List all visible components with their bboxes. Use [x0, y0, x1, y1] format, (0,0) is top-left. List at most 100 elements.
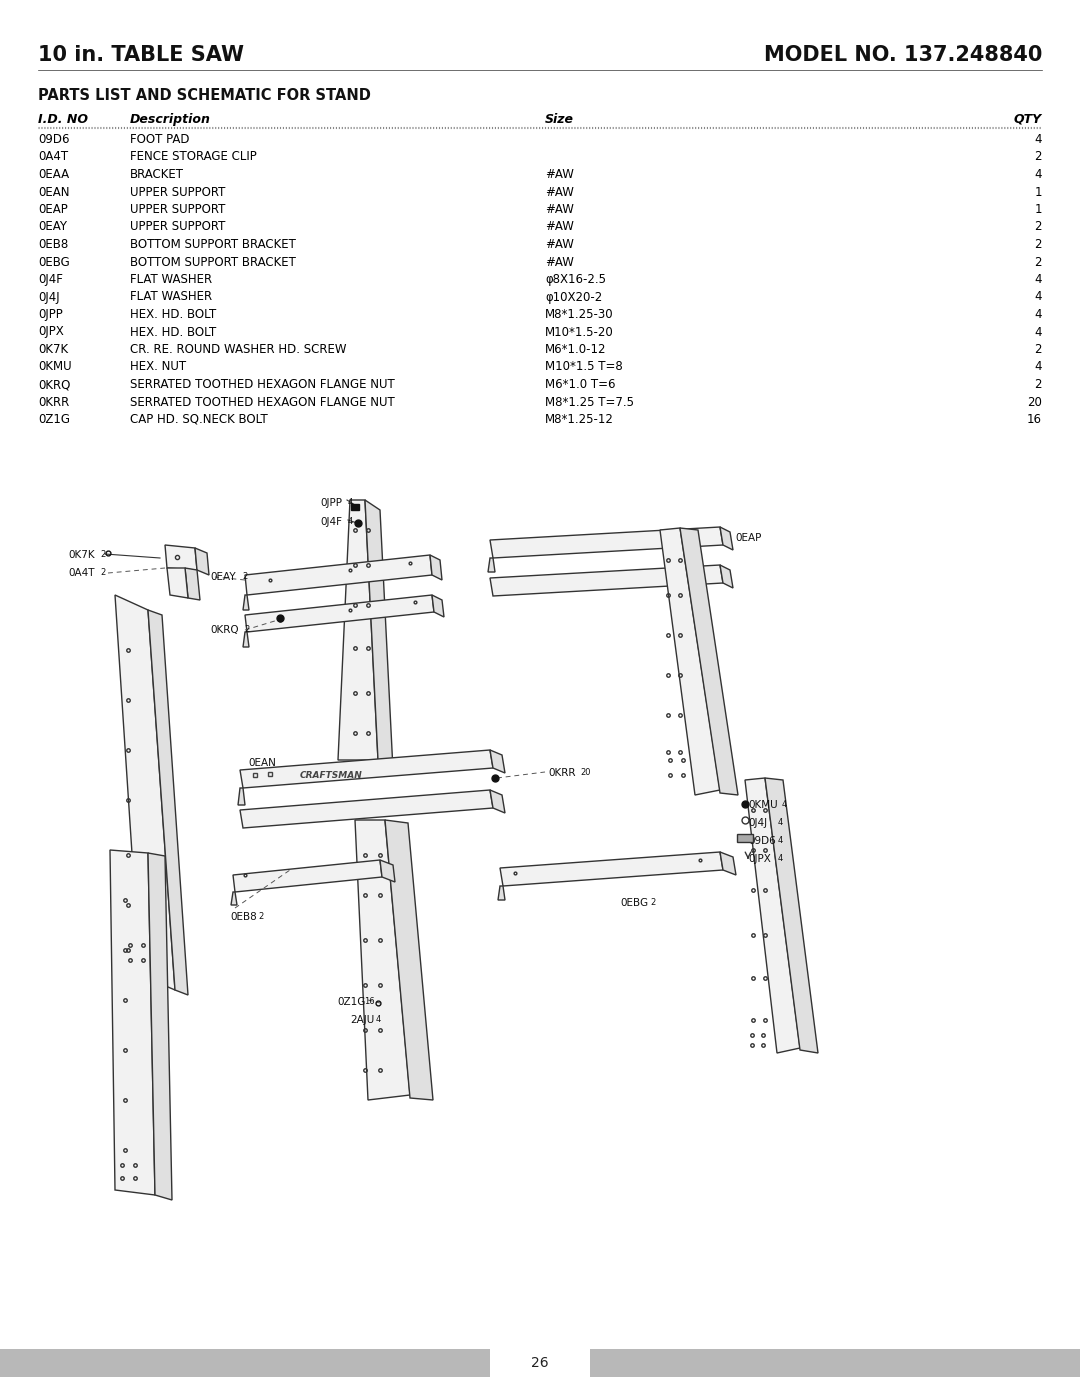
Text: 4: 4	[778, 819, 783, 827]
Polygon shape	[245, 595, 434, 631]
Text: #AW: #AW	[545, 203, 573, 217]
Text: FENCE STORAGE CLIP: FENCE STORAGE CLIP	[130, 151, 257, 163]
Text: #AW: #AW	[545, 168, 573, 182]
Polygon shape	[498, 886, 505, 900]
Polygon shape	[660, 528, 720, 795]
Text: 16: 16	[1027, 414, 1042, 426]
Polygon shape	[432, 595, 444, 617]
Text: SERRATED TOOTHED HEXAGON FLANGE NUT: SERRATED TOOTHED HEXAGON FLANGE NUT	[130, 379, 395, 391]
Polygon shape	[243, 595, 249, 610]
Polygon shape	[148, 610, 188, 995]
Text: 20: 20	[580, 768, 591, 777]
Text: 4: 4	[778, 835, 783, 845]
Text: 4: 4	[348, 497, 353, 507]
Text: MODEL NO. 137.248840: MODEL NO. 137.248840	[764, 45, 1042, 66]
Text: Size: Size	[545, 113, 573, 126]
Text: CRAFTSMAN: CRAFTSMAN	[300, 771, 363, 781]
Text: φ8X16-2.5: φ8X16-2.5	[545, 272, 606, 286]
Text: #AW: #AW	[545, 221, 573, 233]
Text: BOTTOM SUPPORT BRACKET: BOTTOM SUPPORT BRACKET	[130, 256, 296, 268]
Text: 2: 2	[258, 912, 264, 921]
Text: 0KRQ: 0KRQ	[210, 624, 239, 636]
Text: 0J4J: 0J4J	[38, 291, 59, 303]
Text: M10*1.5 T=8: M10*1.5 T=8	[545, 360, 623, 373]
Text: 4: 4	[1035, 360, 1042, 373]
Text: 20: 20	[1027, 395, 1042, 408]
Text: HEX. NUT: HEX. NUT	[130, 360, 186, 373]
Text: 0EAP: 0EAP	[735, 534, 761, 543]
Polygon shape	[231, 893, 237, 905]
Text: 4: 4	[1035, 307, 1042, 321]
Polygon shape	[245, 555, 432, 595]
Polygon shape	[185, 569, 200, 599]
FancyBboxPatch shape	[737, 834, 753, 842]
Text: 0EAY: 0EAY	[38, 221, 67, 233]
Polygon shape	[490, 564, 723, 597]
Text: 09D6: 09D6	[748, 835, 775, 847]
Text: 0KRR: 0KRR	[38, 395, 69, 408]
Polygon shape	[490, 789, 505, 813]
Text: UPPER SUPPORT: UPPER SUPPORT	[130, 186, 226, 198]
Polygon shape	[490, 750, 505, 773]
Text: 2: 2	[244, 624, 249, 634]
Text: 4: 4	[376, 1016, 381, 1024]
Text: 2: 2	[1035, 151, 1042, 163]
Text: 2: 2	[1035, 379, 1042, 391]
Text: 0JPX: 0JPX	[38, 326, 64, 338]
Text: CR. RE. ROUND WASHER HD. SCREW: CR. RE. ROUND WASHER HD. SCREW	[130, 344, 347, 356]
Polygon shape	[240, 789, 492, 828]
Text: M8*1.25 T=7.5: M8*1.25 T=7.5	[545, 395, 634, 408]
Text: 0JPP: 0JPP	[320, 497, 342, 509]
Text: 2: 2	[650, 898, 656, 907]
Text: 0J4J: 0J4J	[748, 819, 767, 828]
Polygon shape	[233, 861, 382, 893]
Polygon shape	[114, 595, 175, 990]
Polygon shape	[680, 528, 738, 795]
Text: 1: 1	[1035, 203, 1042, 217]
Text: FOOT PAD: FOOT PAD	[130, 133, 189, 147]
Bar	[0, 1350, 490, 1377]
Bar	[590, 1350, 1080, 1377]
Polygon shape	[488, 557, 495, 571]
Text: 4: 4	[1035, 326, 1042, 338]
Text: SERRATED TOOTHED HEXAGON FLANGE NUT: SERRATED TOOTHED HEXAGON FLANGE NUT	[130, 395, 395, 408]
Text: 0A4T: 0A4T	[38, 151, 68, 163]
Text: 4: 4	[1035, 291, 1042, 303]
Polygon shape	[720, 852, 735, 875]
Text: 0EAP: 0EAP	[38, 203, 68, 217]
Text: 0JPX: 0JPX	[748, 854, 771, 863]
Text: 4: 4	[1035, 133, 1042, 147]
Polygon shape	[720, 564, 733, 588]
Polygon shape	[243, 631, 249, 647]
Text: FLAT WASHER: FLAT WASHER	[130, 291, 212, 303]
Text: 0EAN: 0EAN	[248, 759, 275, 768]
Text: 2AJU: 2AJU	[350, 1016, 375, 1025]
Text: BRACKET: BRACKET	[130, 168, 184, 182]
Polygon shape	[745, 778, 800, 1053]
Text: 2: 2	[242, 571, 247, 581]
Polygon shape	[238, 788, 245, 805]
Text: 0EAN: 0EAN	[38, 186, 69, 198]
Text: 0Z1G: 0Z1G	[337, 997, 365, 1007]
Text: 16: 16	[364, 997, 375, 1006]
Text: 0J4F: 0J4F	[38, 272, 63, 286]
Text: 4: 4	[348, 517, 353, 527]
Polygon shape	[765, 778, 818, 1053]
Polygon shape	[165, 545, 197, 570]
Polygon shape	[148, 854, 172, 1200]
Text: CAP HD. SQ.NECK BOLT: CAP HD. SQ.NECK BOLT	[130, 414, 268, 426]
Text: 0KMU: 0KMU	[38, 360, 71, 373]
Text: 0J4F: 0J4F	[320, 517, 342, 527]
Text: 4: 4	[782, 800, 787, 809]
Text: HEX. HD. BOLT: HEX. HD. BOLT	[130, 307, 216, 321]
Text: 4: 4	[1035, 272, 1042, 286]
Text: 0K7K: 0K7K	[68, 550, 95, 560]
Text: φ10X20-2: φ10X20-2	[545, 291, 603, 303]
Text: UPPER SUPPORT: UPPER SUPPORT	[130, 221, 226, 233]
Text: M6*1.0-12: M6*1.0-12	[545, 344, 607, 356]
Text: M6*1.0 T=6: M6*1.0 T=6	[545, 379, 616, 391]
Polygon shape	[167, 569, 188, 598]
Text: 0EBG: 0EBG	[38, 256, 70, 268]
Text: 0EB8: 0EB8	[230, 912, 257, 922]
Text: #AW: #AW	[545, 256, 573, 268]
